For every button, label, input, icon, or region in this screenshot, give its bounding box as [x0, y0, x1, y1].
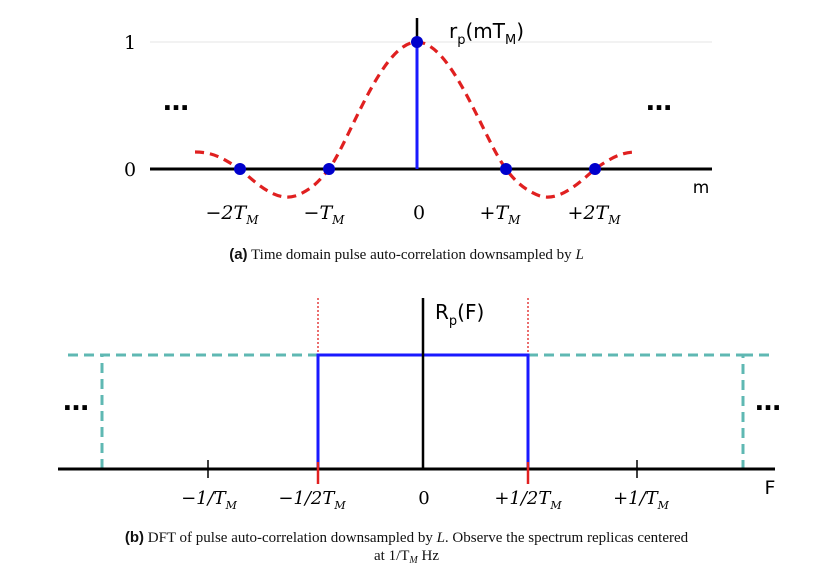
tick-label-b: −1/TM: [181, 488, 238, 512]
tick-label-b: −1/2TM: [278, 488, 346, 512]
caption-b-line2-sub: M: [409, 555, 418, 566]
tick-label-a: −2TM: [206, 202, 260, 227]
axis-label-m: m: [693, 178, 710, 198]
ellipsis-left-b: …: [63, 387, 89, 417]
ellipsis-left-a: …: [163, 87, 189, 117]
tick-label-a: +TM: [480, 202, 522, 227]
y-tick-label-0: 0: [124, 159, 136, 181]
caption-b-text-1: DFT of pulse auto-correlation downsample…: [143, 530, 437, 546]
caption-b-line2-post: Hz: [417, 548, 440, 564]
tick-label-b: +1/TM: [613, 488, 670, 512]
caption-a-text: Time domain pulse auto-correlation downs…: [247, 247, 576, 263]
caption-b-tag: (b): [124, 529, 144, 546]
x-tick-labels-a: −2TM −TM 0 +TM +2TM: [206, 202, 622, 227]
caption-a: (a) Time domain pulse auto-correlation d…: [0, 246, 813, 264]
curve-label-a: rp(mTM): [449, 19, 524, 48]
y-tick-label-1: 1: [124, 32, 136, 54]
panel-a-plot: [150, 18, 712, 199]
panel-b-plot: [58, 298, 775, 484]
caption-b-var: L: [436, 530, 445, 546]
sample-dot-minus2: [234, 163, 246, 175]
sample-dot-minus1: [323, 163, 335, 175]
caption-b-text-2: . Observe the spectrum replicas centered: [444, 530, 689, 546]
curve-label-b: Rp(F): [435, 300, 484, 329]
caption-a-var: L: [575, 247, 584, 263]
tick-label-a: −TM: [304, 202, 346, 227]
caption-b-line2-pre: at 1/T: [374, 548, 410, 564]
axis-label-f: F: [765, 477, 776, 499]
caption-a-tag: (a): [229, 246, 248, 263]
ellipsis-right-a: …: [646, 87, 672, 117]
tick-label-b: 0: [418, 488, 429, 509]
sample-dot-plus2: [589, 163, 601, 175]
x-tick-labels-b: −1/TM −1/2TM 0 +1/2TM +1/TM: [181, 488, 670, 512]
tick-label-a: 0: [413, 202, 425, 224]
spectrum-replica-left: [100, 353, 318, 469]
caption-b: (b) DFT of pulse auto-correlation downsa…: [0, 529, 813, 570]
tick-label-b: +1/2TM: [494, 488, 562, 512]
ellipsis-right-b: …: [755, 387, 781, 417]
tick-label-a: +2TM: [568, 202, 622, 227]
spectrum-replica-right: [528, 353, 745, 469]
sample-dot-center: [411, 36, 423, 48]
sample-dot-plus1: [500, 163, 512, 175]
